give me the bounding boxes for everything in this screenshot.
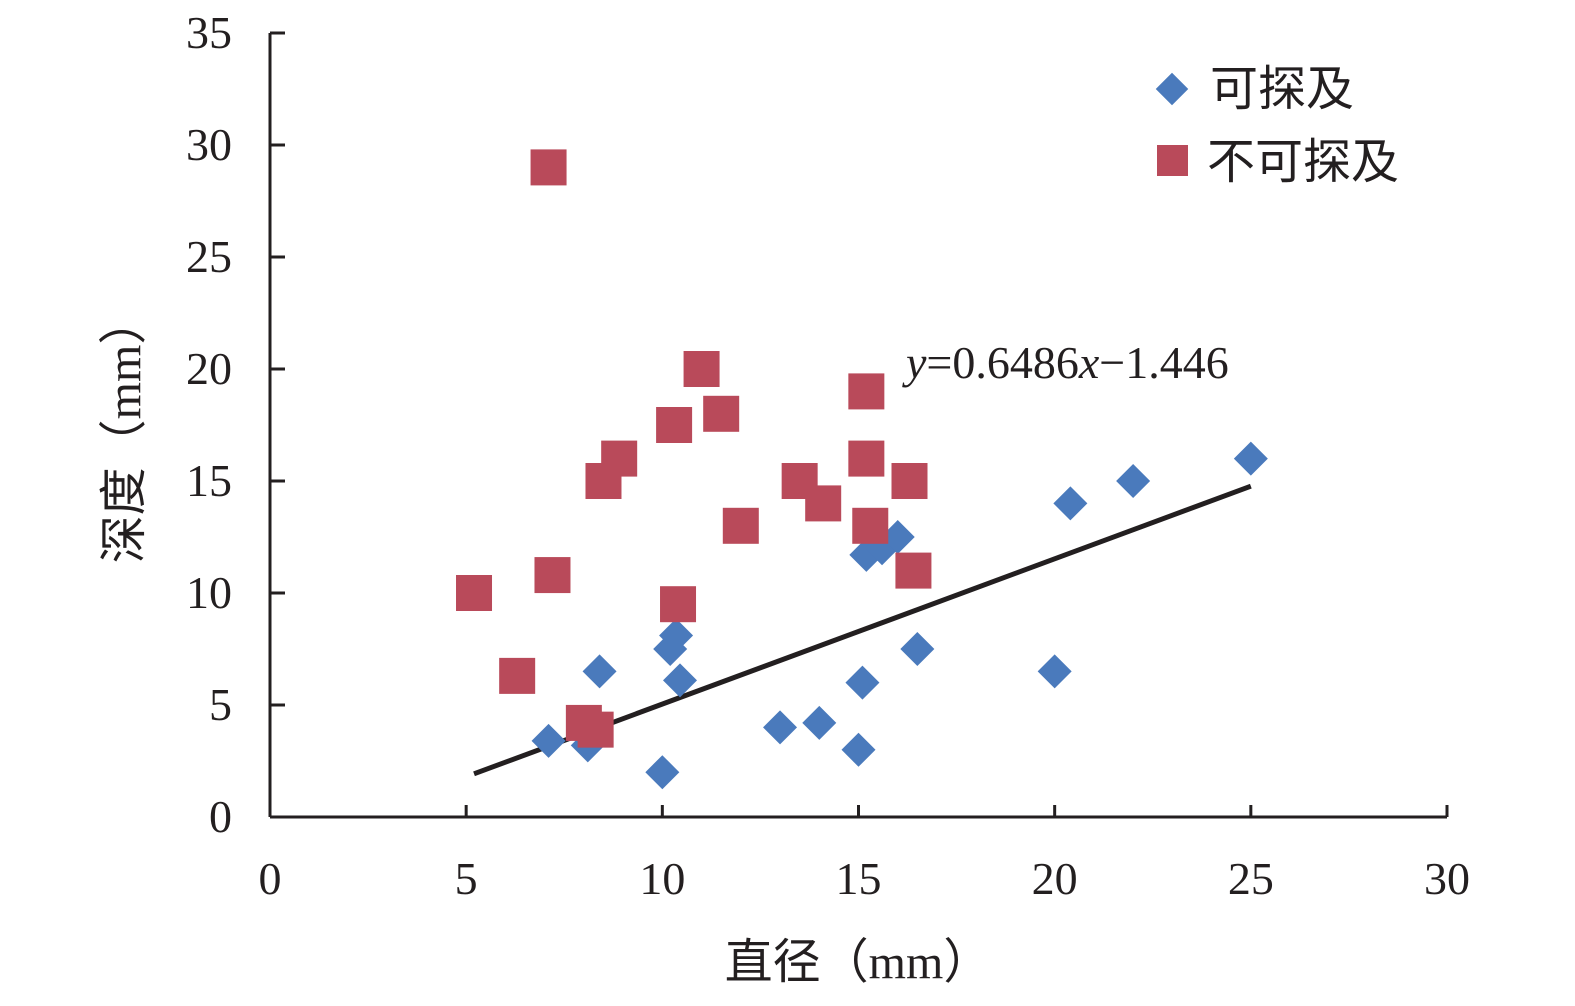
x-axis-title: 直径（mm） xyxy=(725,936,992,989)
equation-y: y xyxy=(902,337,927,388)
square-point xyxy=(456,575,493,611)
x-tick-label: 0 xyxy=(259,853,282,904)
y-tick-label: 20 xyxy=(186,343,232,394)
diamond-point xyxy=(841,732,876,767)
trendline-equation: y=0.6486x−1.446 xyxy=(902,337,1229,388)
y-tick-labels: 0 5 10 15 20 25 30 35 xyxy=(186,7,232,842)
legend-label-unreachable: 不可探及 xyxy=(1207,136,1399,189)
x-tick-label: 20 xyxy=(1032,853,1078,904)
legend-diamond-marker xyxy=(1155,72,1189,106)
square-point xyxy=(601,440,638,477)
series-2 xyxy=(456,149,932,748)
equation-x: x xyxy=(1078,337,1100,388)
x-tick-label: 25 xyxy=(1228,853,1274,904)
legend: 可探及 不可探及 xyxy=(1155,63,1399,189)
diamond-point xyxy=(531,723,566,758)
legend-square-marker xyxy=(1157,145,1188,176)
diamond-point xyxy=(1233,441,1268,476)
square-point xyxy=(683,351,720,387)
square-point xyxy=(848,440,885,477)
square-point xyxy=(852,507,889,544)
y-tick-label: 10 xyxy=(186,567,232,618)
equation-intercept: −1.446 xyxy=(1099,337,1228,388)
y-axis-title: 深度（mm） xyxy=(98,297,151,564)
y-tick-label: 5 xyxy=(209,679,232,730)
square-point xyxy=(577,711,614,748)
square-point xyxy=(656,407,693,443)
x-tick-label: 30 xyxy=(1424,853,1470,904)
diamond-point xyxy=(900,632,935,666)
diamond-point xyxy=(763,710,798,745)
y-tick-label: 0 xyxy=(209,791,232,842)
y-tick-label: 30 xyxy=(186,119,232,170)
diamond-point xyxy=(1116,464,1151,498)
square-point xyxy=(722,507,759,544)
square-point xyxy=(895,552,932,589)
diamond-point xyxy=(662,663,697,698)
square-point xyxy=(534,557,571,594)
x-tick-label: 5 xyxy=(455,853,478,904)
x-tick-label: 10 xyxy=(639,853,685,904)
y-tick-label: 15 xyxy=(186,455,232,506)
x-tick-labels: 0 5 10 15 20 25 30 xyxy=(259,853,1471,904)
diamond-point xyxy=(1037,654,1072,689)
legend-label-reachable: 可探及 xyxy=(1210,63,1354,116)
diamond-point xyxy=(1053,486,1088,521)
equation-slope: =0.6486 xyxy=(926,337,1078,388)
square-point xyxy=(499,657,536,694)
y-tick-label: 25 xyxy=(186,231,232,282)
diamond-point xyxy=(659,618,694,653)
diamond-point xyxy=(802,705,837,740)
data-points xyxy=(456,149,1268,790)
axes xyxy=(268,31,1449,819)
square-point xyxy=(530,149,567,186)
diamond-point xyxy=(582,654,617,689)
square-point xyxy=(805,485,842,522)
square-point xyxy=(848,373,885,410)
square-point xyxy=(703,395,740,432)
series-1 xyxy=(531,441,1268,790)
diamond-point xyxy=(645,755,680,790)
square-point xyxy=(891,463,928,499)
y-tick-label: 35 xyxy=(186,7,232,58)
diamond-point xyxy=(845,665,880,700)
diamond-point xyxy=(880,520,915,554)
x-tick-label: 15 xyxy=(836,853,882,904)
square-point xyxy=(660,586,697,623)
